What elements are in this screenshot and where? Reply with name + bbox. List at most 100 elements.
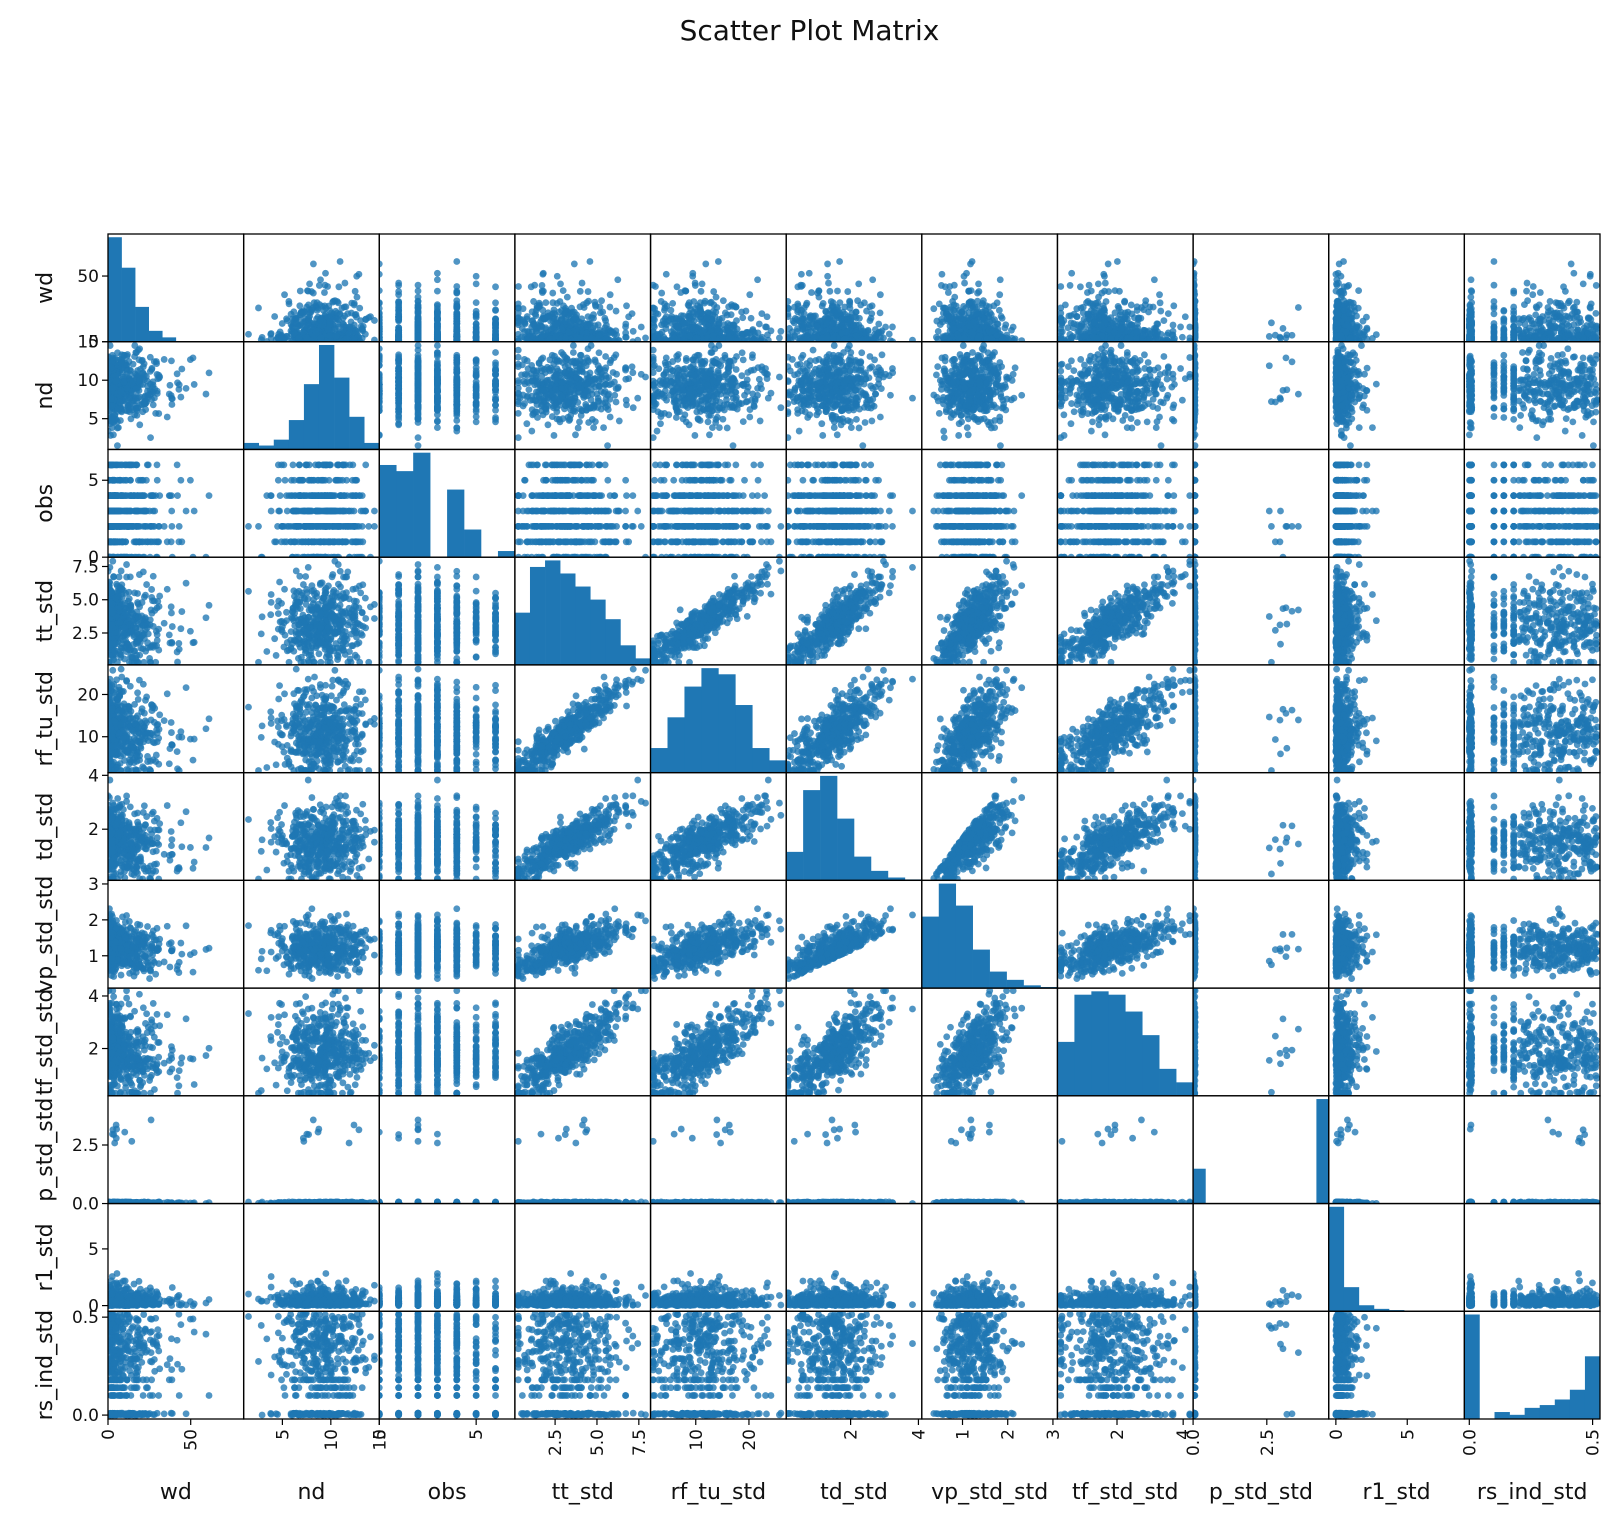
scatter-point [1084, 289, 1091, 296]
scatter-point [598, 297, 605, 304]
scatter-point [1570, 305, 1577, 312]
scatter-point [674, 283, 681, 290]
scatter-point [1105, 288, 1112, 295]
scatter-point [945, 289, 952, 296]
panel-wd-vs-wd [108, 234, 244, 342]
scatter-point [681, 332, 688, 339]
scatter-point [693, 335, 700, 342]
scatter-point [869, 276, 876, 283]
scatter-point [877, 291, 884, 298]
scatter-point [1157, 299, 1164, 306]
scatter-point [974, 290, 981, 297]
scatter-point [515, 283, 522, 290]
scatter-point [1333, 276, 1340, 283]
scatter-point [889, 324, 896, 331]
scatter-point [630, 328, 637, 335]
scatter-point [559, 326, 566, 333]
scatter-point [1008, 327, 1015, 334]
scatter-point [268, 330, 275, 337]
scatter-point [1589, 335, 1596, 342]
scatter-point [326, 319, 333, 326]
scatter-point [571, 261, 578, 268]
scatter-point [855, 280, 862, 287]
scatter-point [552, 332, 559, 339]
scatter-point [990, 302, 997, 309]
scatter-point [1112, 309, 1119, 316]
scatter-point [1139, 332, 1146, 339]
scatter-point [321, 289, 328, 296]
scatter-point [415, 294, 422, 301]
scatter-point [1559, 302, 1566, 309]
scatter-point [1553, 299, 1560, 306]
scatter-point [492, 283, 499, 290]
scatter-point [1544, 329, 1551, 336]
scatter-point [1128, 302, 1135, 309]
scatter-point [825, 310, 832, 317]
scatter-point [1524, 280, 1531, 287]
scatter-point [1103, 298, 1110, 305]
scatter-point [190, 354, 197, 361]
scatter-point [492, 321, 499, 328]
scatter-point [1491, 258, 1498, 265]
scatter-point [549, 290, 556, 297]
scatter-point [279, 320, 286, 327]
scatter-point [720, 297, 727, 304]
scatter-point [975, 280, 982, 287]
scatter-point [453, 290, 460, 297]
scatter-point [415, 326, 422, 333]
scatter-point [1057, 283, 1064, 290]
scatter-point [492, 306, 499, 313]
scatter-point [1593, 282, 1600, 289]
scatter-point [415, 282, 422, 289]
scatter-point [1157, 308, 1164, 315]
scatter-point [557, 298, 564, 305]
scatter-point [939, 319, 946, 326]
scatter-point [453, 309, 460, 316]
scatter-point [1530, 283, 1537, 290]
scatter-point [1135, 314, 1142, 321]
panel-content [515, 258, 649, 345]
scatter-point [853, 332, 860, 339]
scatter-point [1165, 310, 1172, 317]
scatter-point [1160, 317, 1167, 324]
scatter-point [613, 308, 620, 315]
scatter-point [362, 316, 369, 323]
scatter-point [352, 311, 359, 318]
panel-frame [1193, 234, 1329, 342]
scatter-point [699, 280, 706, 287]
scatter-point [700, 319, 707, 326]
scatter-point [1466, 311, 1473, 318]
scatter-point [1057, 316, 1064, 323]
scatter-point [528, 283, 535, 290]
scatter-point [692, 280, 699, 287]
scatter-point [519, 325, 526, 332]
scatter-point [756, 321, 763, 328]
scatter-point [352, 288, 359, 295]
scatter-point [728, 335, 735, 342]
scatter-point [800, 323, 807, 330]
scatter-point [1529, 291, 1536, 298]
scatter-point [1277, 335, 1284, 342]
scatter-point [577, 303, 584, 310]
scatter-point [777, 328, 784, 335]
scatter-point [434, 305, 441, 312]
scatter-point [607, 291, 614, 298]
scatter-point [1066, 313, 1073, 320]
histogram-bar [162, 337, 176, 341]
scatter-point [801, 305, 808, 312]
panel-content [1057, 258, 1193, 345]
scatter-point [638, 324, 645, 331]
panel-content [108, 237, 176, 341]
scatter-point [473, 273, 480, 280]
scatter-point [1126, 320, 1133, 327]
scatter-point [940, 305, 947, 312]
scatter-point [473, 329, 480, 336]
scatter-point [1295, 304, 1302, 311]
scatter-point [794, 283, 801, 290]
scatter-point [786, 325, 793, 332]
scatter-point [622, 321, 629, 328]
scatter-point [1077, 283, 1084, 290]
scatter-point [1468, 305, 1475, 312]
panel-content [784, 258, 915, 345]
scatter-point [453, 258, 460, 265]
